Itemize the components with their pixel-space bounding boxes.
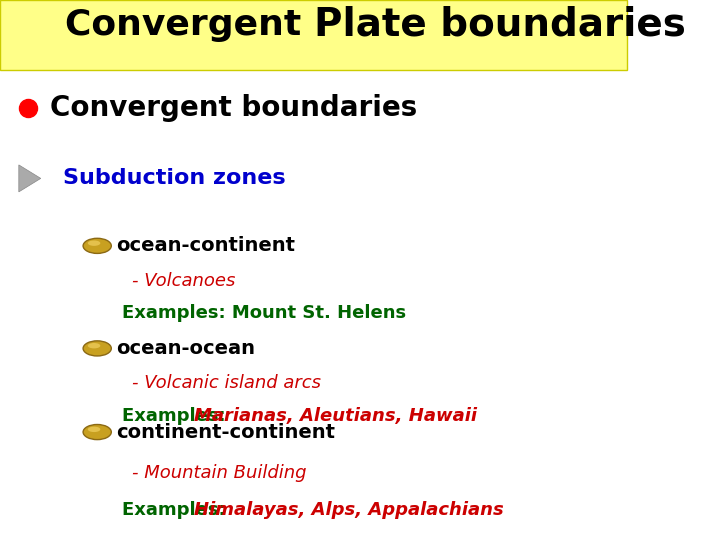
- Text: - Volcanoes: - Volcanoes: [132, 272, 235, 290]
- Text: continent-continent: continent-continent: [116, 423, 335, 442]
- Text: ocean-ocean: ocean-ocean: [116, 339, 255, 358]
- Text: Convergent boundaries: Convergent boundaries: [50, 94, 418, 122]
- Text: - Volcanic island arcs: - Volcanic island arcs: [132, 374, 320, 393]
- Text: Examples:: Examples:: [122, 501, 232, 519]
- Ellipse shape: [88, 240, 100, 246]
- Ellipse shape: [83, 341, 112, 356]
- Text: Convergent: Convergent: [65, 8, 314, 42]
- Ellipse shape: [88, 343, 100, 348]
- Text: Subduction zones: Subduction zones: [63, 168, 285, 188]
- Ellipse shape: [83, 238, 112, 253]
- Ellipse shape: [88, 427, 100, 432]
- Text: Examples:: Examples:: [122, 407, 232, 425]
- Text: Plate boundaries: Plate boundaries: [314, 5, 685, 44]
- Text: Examples: Mount St. Helens: Examples: Mount St. Helens: [122, 305, 406, 322]
- FancyBboxPatch shape: [0, 1, 627, 70]
- Text: ocean-continent: ocean-continent: [116, 237, 295, 255]
- Ellipse shape: [83, 424, 112, 440]
- Text: Marianas, Aleutians, Hawaii: Marianas, Aleutians, Hawaii: [194, 407, 477, 425]
- Text: Himalayas, Alps, Appalachians: Himalayas, Alps, Appalachians: [194, 501, 504, 519]
- Polygon shape: [19, 165, 41, 192]
- Text: - Mountain Building: - Mountain Building: [132, 463, 306, 482]
